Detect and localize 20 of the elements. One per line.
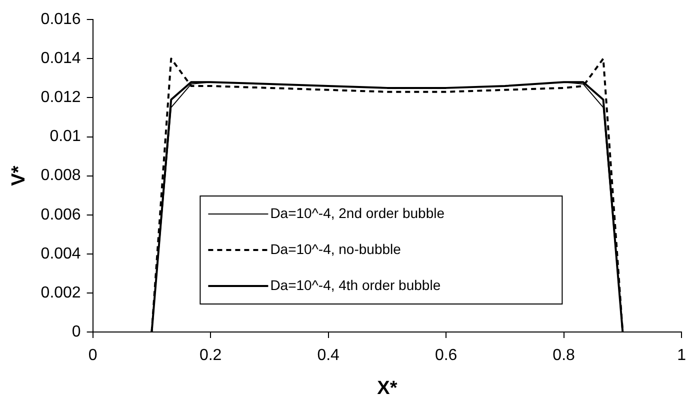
y-tick-label: 0.016 — [40, 11, 81, 28]
x-tick-label: 0.8 — [552, 347, 576, 364]
y-tick-label: 0.01 — [50, 128, 81, 146]
x-tick-label: 1 — [677, 347, 686, 364]
legend-label: Da=10^-4, 4th order bubble — [270, 276, 441, 293]
x-axis-title: X* — [377, 378, 398, 399]
x-tick-label: 0 — [88, 347, 98, 364]
y-tick-label: 0.006 — [40, 206, 81, 224]
x-tick-label: 0.6 — [434, 347, 458, 364]
y-tick-label: 0.012 — [40, 89, 81, 106]
y-tick-label: 0.004 — [40, 245, 81, 262]
x-tick-label: 0.2 — [199, 347, 222, 364]
legend-label: Da=10^-4, no-bubble — [270, 240, 402, 257]
y-tick-label: 0.002 — [40, 284, 81, 302]
y-tick-label: 0 — [72, 323, 81, 340]
legend-label: Da=10^-4, 2nd order bubble — [270, 204, 445, 221]
x-tick-label: 0.4 — [317, 347, 340, 364]
y-axis-title: V* — [8, 165, 30, 186]
y-tick-label: 0.014 — [40, 50, 81, 68]
y-tick-label: 0.008 — [40, 167, 81, 184]
